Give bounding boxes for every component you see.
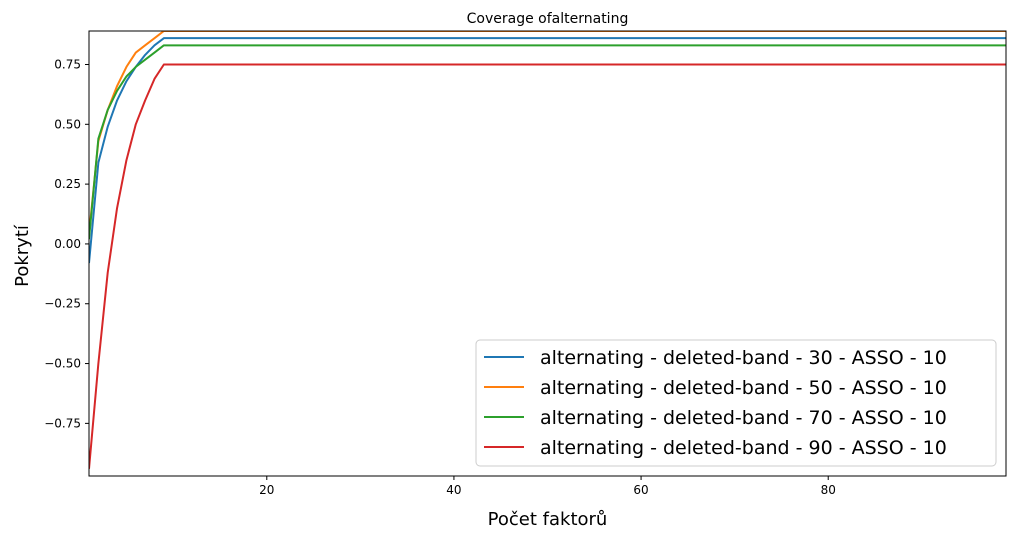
x-tick-label: 20: [259, 483, 274, 497]
x-axis-label: Počet faktorů: [488, 509, 608, 530]
y-tick-label: −0.25: [44, 297, 81, 311]
series-line-2: [89, 31, 1006, 235]
y-tick-label: 0.00: [54, 237, 81, 251]
x-tick-label: 40: [446, 483, 461, 497]
y-tick-label: 0.75: [54, 57, 81, 71]
series-line-4: [89, 63, 1006, 469]
legend: alternating - deleted-band - 30 - ASSO -…: [475, 339, 997, 467]
y-axis-label: Pokrytí: [12, 224, 33, 287]
series-line-3: [89, 44, 1006, 240]
legend-label-4: alternating - deleted-band - 90 - ASSO -…: [540, 437, 947, 459]
x-axis-ticks: 20 40 60 80: [259, 476, 836, 497]
x-tick-label: 60: [633, 483, 648, 497]
legend-label-3: alternating - deleted-band - 70 - ASSO -…: [540, 407, 947, 429]
y-tick-label: 0.25: [54, 177, 81, 191]
chart-title: Coverage ofalternating: [467, 11, 629, 27]
x-tick-label: 80: [821, 483, 836, 497]
y-tick-label: 0.50: [54, 117, 81, 131]
series-lines: [89, 31, 1006, 469]
y-axis-ticks: −0.75 −0.50 −0.25 0.00 0.25 0.50 0.75: [44, 57, 89, 430]
y-tick-label: −0.75: [44, 416, 81, 430]
legend-label-2: alternating - deleted-band - 50 - ASSO -…: [540, 377, 947, 399]
series-line-1: [89, 37, 1006, 264]
y-tick-label: −0.50: [44, 357, 81, 371]
legend-box: [475, 339, 997, 467]
plot-area-frame: [88, 30, 1007, 477]
legend-label-1: alternating - deleted-band - 30 - ASSO -…: [540, 347, 947, 369]
